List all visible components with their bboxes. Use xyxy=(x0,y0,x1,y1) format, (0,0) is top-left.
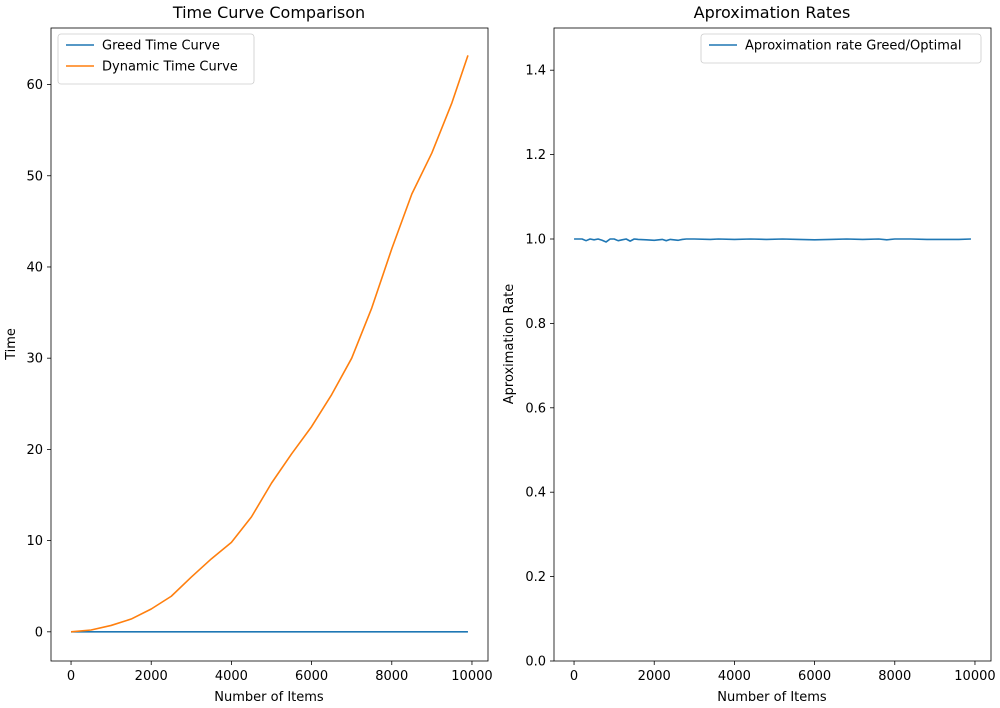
chart-title: Time Curve Comparison xyxy=(172,3,365,22)
y-tick-label: 20 xyxy=(26,443,43,458)
time-curve-chart: Time Curve Comparison Number of Items Ti… xyxy=(4,3,493,705)
y-tick-label: 0.0 xyxy=(525,655,546,670)
axes-frame xyxy=(553,27,992,662)
x-axis-label: Number of Items xyxy=(717,690,827,705)
x-tick-label: 10000 xyxy=(451,669,492,684)
x-tick-label: 0 xyxy=(67,669,75,684)
y-tick-label: 1.2 xyxy=(525,148,546,163)
legend-label: Greed Time Curve xyxy=(102,39,220,54)
x-tick-label: 2000 xyxy=(638,669,671,684)
y-tick-label: 10 xyxy=(26,534,43,549)
x-tick-label: 4000 xyxy=(718,669,751,684)
chart-title: Aproximation Rates xyxy=(694,3,851,22)
series-line-2 xyxy=(70,55,469,633)
plot-area: 0 2000 4000 6000 8000 10000 0.0 0.2 0.4 0.6 0.8 1.0… xyxy=(525,27,996,684)
y-tick-label: 0.6 xyxy=(525,401,546,416)
y-tick-label: 0.8 xyxy=(525,317,546,332)
x-tick-label: 8000 xyxy=(375,669,408,684)
x-tick-label: 0 xyxy=(570,669,578,684)
series-line-1 xyxy=(574,238,971,243)
y-tick-label: 1.0 xyxy=(525,233,546,248)
x-tick-label: 6000 xyxy=(798,669,831,684)
legend-label: Dynamic Time Curve xyxy=(102,60,238,75)
y-tick-label: 60 xyxy=(26,78,43,93)
y-tick-label: 50 xyxy=(26,169,43,184)
y-axis-label: Aproximation Rate xyxy=(502,284,517,405)
x-tick-label: 6000 xyxy=(295,669,328,684)
legend: Aproximation rate Greed/Optimal xyxy=(700,33,982,64)
y-tick-label: 40 xyxy=(26,260,43,275)
y-tick-label: 0.4 xyxy=(525,486,546,501)
legend-box xyxy=(57,33,255,85)
legend-label: Aproximation rate Greed/Optimal xyxy=(745,39,961,54)
x-tick-label: 8000 xyxy=(878,669,911,684)
x-tick-label: 4000 xyxy=(215,669,248,684)
axes-frame xyxy=(50,27,489,662)
aproximation-rate-chart: Aproximation Rates Number of Items Aprox… xyxy=(502,3,996,705)
y-tick-label: 30 xyxy=(26,352,43,367)
legend: Greed Time Curve Dynamic Time Curve xyxy=(57,33,255,85)
y-tick-label: 0.2 xyxy=(525,570,546,585)
x-tick-label: 10000 xyxy=(954,669,995,684)
y-axis-label: Time xyxy=(4,328,19,361)
x-tick-label: 2000 xyxy=(135,669,168,684)
y-tick-label: 1.4 xyxy=(525,64,546,79)
plot-area: 0 2000 4000 6000 8000 10000 0 10 20 30 40 50 60 Greed… xyxy=(26,27,493,684)
x-axis-label: Number of Items xyxy=(214,690,324,705)
y-tick-label: 0 xyxy=(35,625,43,640)
legend-box xyxy=(700,33,982,64)
